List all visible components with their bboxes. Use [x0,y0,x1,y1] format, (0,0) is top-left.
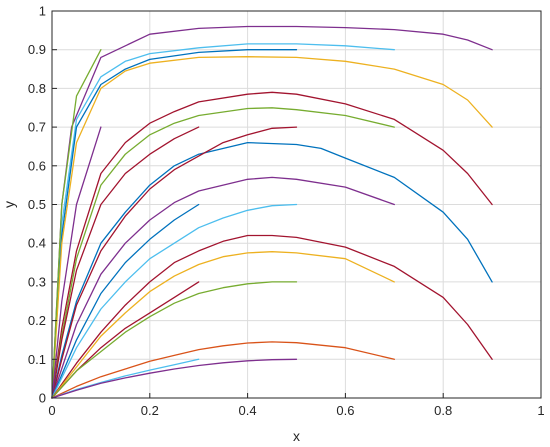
series-line-3 [51,49,298,399]
x-tick-label-5: 1 [537,403,544,418]
series-line-10 [51,141,493,399]
y-tick-label-6: 0.6 [28,158,46,173]
x-axis-label: x [293,428,300,444]
y-tick-label-8: 0.8 [28,81,46,96]
series-line-19 [51,341,395,399]
y-tick-label-4: 0.4 [28,236,46,251]
y-tick-label-1: 0.1 [28,352,46,367]
y-axis-label: y [1,201,17,208]
series-lines [51,25,493,399]
series-line-5 [51,49,102,399]
series-line-18 [51,281,298,399]
series-line-1 [51,25,493,399]
series-line-2 [51,43,395,399]
series-line-20 [51,358,200,399]
y-tick-label-10: 1 [39,4,46,19]
y-tick-label-9: 0.9 [28,42,46,57]
series-line-21 [51,358,298,399]
series-line-14 [51,203,298,399]
series-line-4 [51,56,493,399]
series-line-17 [51,281,200,399]
y-tick-label-0: 0 [39,391,46,406]
x-tick-label-1: 0.2 [141,403,159,418]
y-tick-label-7: 0.7 [28,120,46,135]
series-line-15 [51,234,493,399]
x-tick-label-3: 0.6 [336,403,354,418]
y-tick-label-3: 0.3 [28,274,46,289]
y-tick-label-5: 0.5 [28,197,46,212]
series-line-9 [51,126,102,399]
x-tick-label-0: 0 [48,403,55,418]
series-line-7 [51,107,395,399]
tick-labels: 0 0.2 0.4 0.6 0.8 1 0 0.1 0.2 0.3 0.4 0.5 0.6 0.7 0.8 0… [28,4,545,419]
series-line-16 [51,251,395,399]
series-line-6 [51,91,493,399]
x-tick-label-4: 0.8 [434,403,452,418]
series-line-13 [51,203,200,399]
series-line-8 [51,126,200,399]
x-tick-label-2: 0.4 [239,403,257,418]
series-line-11 [51,126,298,399]
series-line-12 [51,176,395,399]
y-tick-label-2: 0.2 [28,313,46,328]
